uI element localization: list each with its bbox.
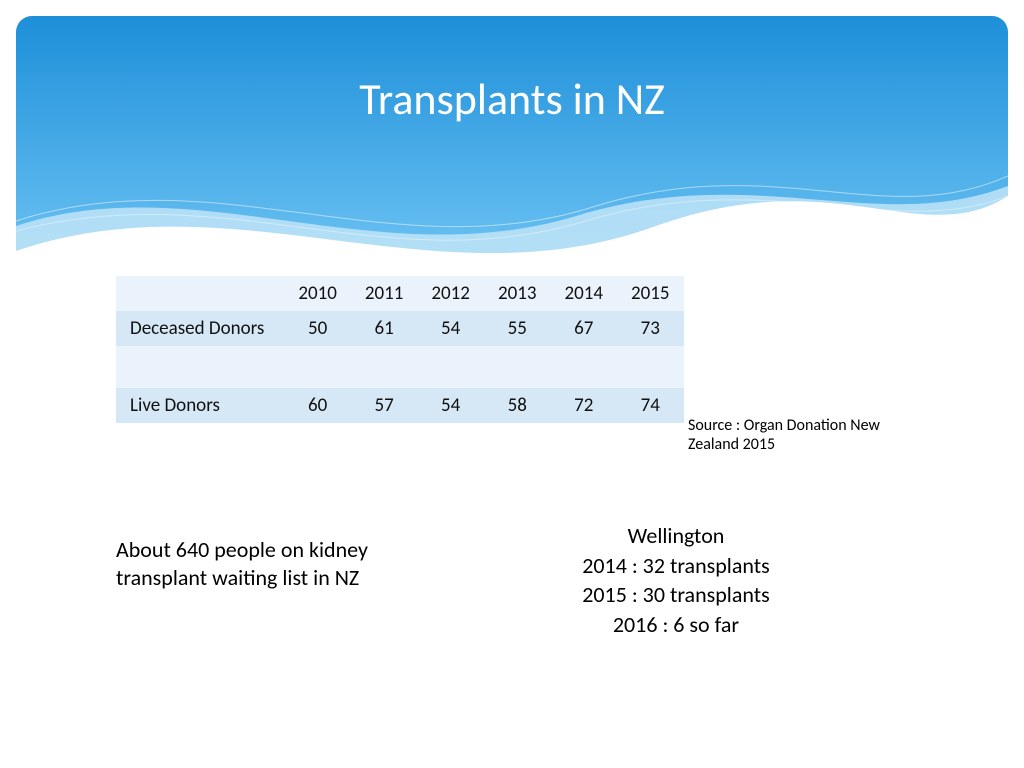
cell: 50 xyxy=(284,311,351,346)
cell: 74 xyxy=(617,388,684,423)
source-line: Zealand 2015 xyxy=(688,435,775,454)
cell: 72 xyxy=(550,388,617,423)
waitlist-note: About 640 people on kidney transplant wa… xyxy=(116,536,456,591)
cell: 61 xyxy=(351,311,418,346)
cell: 57 xyxy=(351,388,418,423)
table-spacer-row xyxy=(116,346,684,388)
col-2011: 2011 xyxy=(351,276,418,311)
wellington-line: 2015 : 30 transplants xyxy=(546,580,806,610)
table-header-row: 2010 2011 2012 2013 2014 2015 xyxy=(116,276,684,311)
col-2014: 2014 xyxy=(550,276,617,311)
table-row: Deceased Donors 50 61 54 55 67 73 xyxy=(116,311,684,346)
wellington-line: 2014 : 32 transplants xyxy=(546,551,806,581)
row-label-deceased: Deceased Donors xyxy=(116,311,284,346)
cell: 67 xyxy=(550,311,617,346)
cell: 54 xyxy=(417,388,484,423)
source-line: Source : Organ Donation New xyxy=(688,416,880,435)
wellington-line: 2016 : 6 so far xyxy=(546,610,806,640)
donors-table: 2010 2011 2012 2013 2014 2015 Deceased D… xyxy=(116,276,684,423)
row-label-live: Live Donors xyxy=(116,388,284,423)
cell: 55 xyxy=(484,311,551,346)
waitlist-line: transplant waiting list in NZ xyxy=(116,564,359,591)
slide-title: Transplants in NZ xyxy=(16,72,1008,126)
cell: 60 xyxy=(284,388,351,423)
cell: 58 xyxy=(484,388,551,423)
waitlist-line: About 640 people on kidney xyxy=(116,536,368,563)
wellington-heading: Wellington xyxy=(546,521,806,551)
title-banner: Transplants in NZ xyxy=(16,16,1008,266)
slide-body: 2010 2011 2012 2013 2014 2015 Deceased D… xyxy=(16,276,1008,423)
cell: 54 xyxy=(417,311,484,346)
table-row: Live Donors 60 57 54 58 72 74 xyxy=(116,388,684,423)
col-2012: 2012 xyxy=(417,276,484,311)
slide: Transplants in NZ 2010 2011 2012 2013 20… xyxy=(16,16,1008,752)
col-2013: 2013 xyxy=(484,276,551,311)
source-attribution: Source : Organ Donation New Zealand 2015 xyxy=(688,416,928,454)
cell: 73 xyxy=(617,311,684,346)
wellington-stats: Wellington 2014 : 32 transplants 2015 : … xyxy=(546,521,806,640)
col-2010: 2010 xyxy=(284,276,351,311)
col-2015: 2015 xyxy=(617,276,684,311)
